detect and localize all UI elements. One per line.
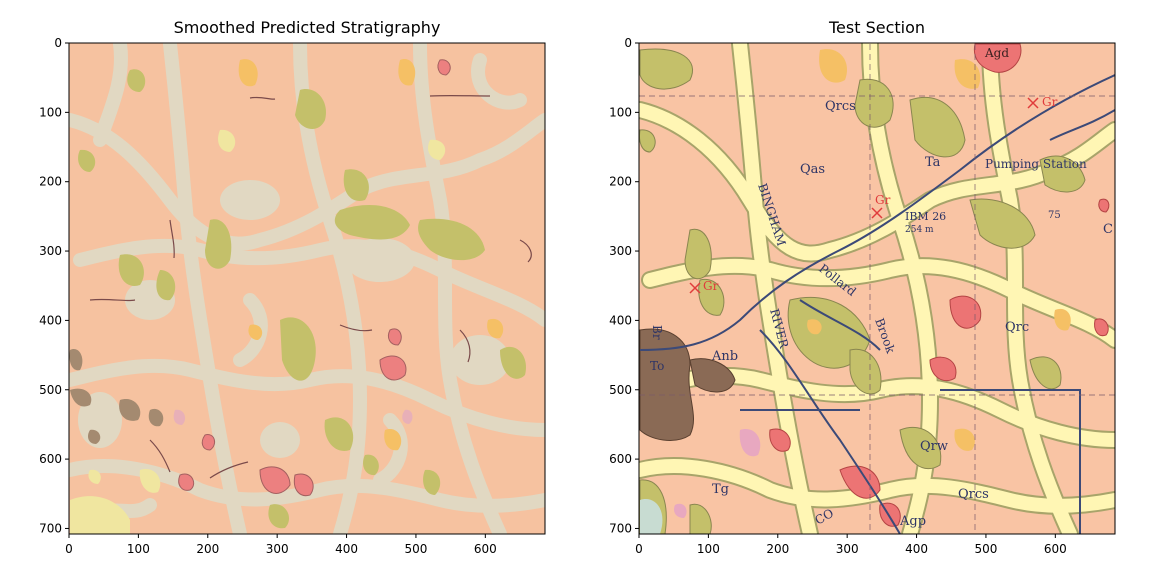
- x-tick-label: 500: [974, 542, 997, 556]
- map-label: Qrw: [920, 439, 948, 454]
- x-tick-label: 400: [905, 542, 928, 556]
- map-label: Tg: [712, 482, 729, 497]
- map-label: 75: [1048, 210, 1061, 221]
- x-tick-label: 100: [697, 542, 720, 556]
- map-labels: Qrcs Gr Qas Ta Pumping Station BINGHAM G…: [650, 46, 1113, 529]
- x-tick-label: 100: [127, 542, 150, 556]
- map-label: Pumping Station: [985, 157, 1087, 171]
- map-label: Qrc: [1005, 320, 1029, 335]
- x-tick-label: 400: [335, 542, 358, 556]
- x-tick-label: 500: [404, 542, 427, 556]
- map-label: Anb: [711, 349, 738, 364]
- right-axes-frame: [638, 42, 1116, 535]
- map-label: Br: [650, 325, 664, 340]
- y-tick-label: 200: [39, 175, 62, 189]
- y-tick-label: 400: [609, 313, 632, 327]
- y-tick-label: 100: [39, 105, 62, 119]
- y-tick-label: 200: [609, 175, 632, 189]
- y-tick-label: 300: [39, 244, 62, 258]
- y-tick-label: 600: [39, 452, 62, 466]
- x-tick-label: 0: [635, 542, 643, 556]
- y-tick-label: 700: [39, 521, 62, 535]
- map-label: Qas: [800, 162, 825, 177]
- map-label: Agd: [984, 46, 1009, 60]
- map-label: Qrcs: [958, 487, 989, 502]
- x-tick-label: 300: [266, 542, 289, 556]
- right-chart-title: Test Section: [828, 18, 926, 37]
- map-label: Gr: [875, 193, 891, 207]
- x-tick-label: 0: [65, 542, 73, 556]
- y-tick-label: 600: [609, 452, 632, 466]
- left-axes-frame: [68, 42, 546, 535]
- map-label: Ta: [925, 155, 941, 170]
- map-label: 254 m: [905, 225, 934, 235]
- left-chart-title: Smoothed Predicted Stratigraphy: [173, 18, 441, 37]
- x-tick-label: 200: [766, 542, 789, 556]
- map-label: Gr: [1042, 95, 1058, 109]
- y-tick-label: 0: [624, 36, 632, 50]
- y-tick-label: 0: [54, 36, 62, 50]
- x-tick-label: 200: [196, 542, 219, 556]
- map-label: Qrcs: [825, 99, 856, 114]
- y-tick-label: 300: [609, 244, 632, 258]
- right-map-image: Qrcs Gr Qas Ta Pumping Station BINGHAM G…: [639, 43, 1115, 534]
- y-tick-label: 400: [39, 313, 62, 327]
- y-tick-label: 700: [609, 521, 632, 535]
- map-label: IBM 26: [905, 210, 946, 223]
- y-tick-label: 100: [609, 105, 632, 119]
- map-label: Gr: [703, 279, 719, 293]
- axes-ticks: 0 100 200 300 400 500 600 0 100 200 300 400 500 600 70…: [39, 36, 1067, 556]
- map-label: To: [650, 359, 664, 373]
- x-tick-label: 300: [836, 542, 859, 556]
- x-tick-label: 600: [1044, 542, 1067, 556]
- map-label: C: [1103, 222, 1113, 237]
- map-label: Agp: [899, 514, 926, 529]
- y-tick-label: 500: [609, 383, 632, 397]
- left-map-image: [69, 43, 545, 534]
- x-tick-label: 600: [474, 542, 497, 556]
- y-tick-label: 500: [39, 383, 62, 397]
